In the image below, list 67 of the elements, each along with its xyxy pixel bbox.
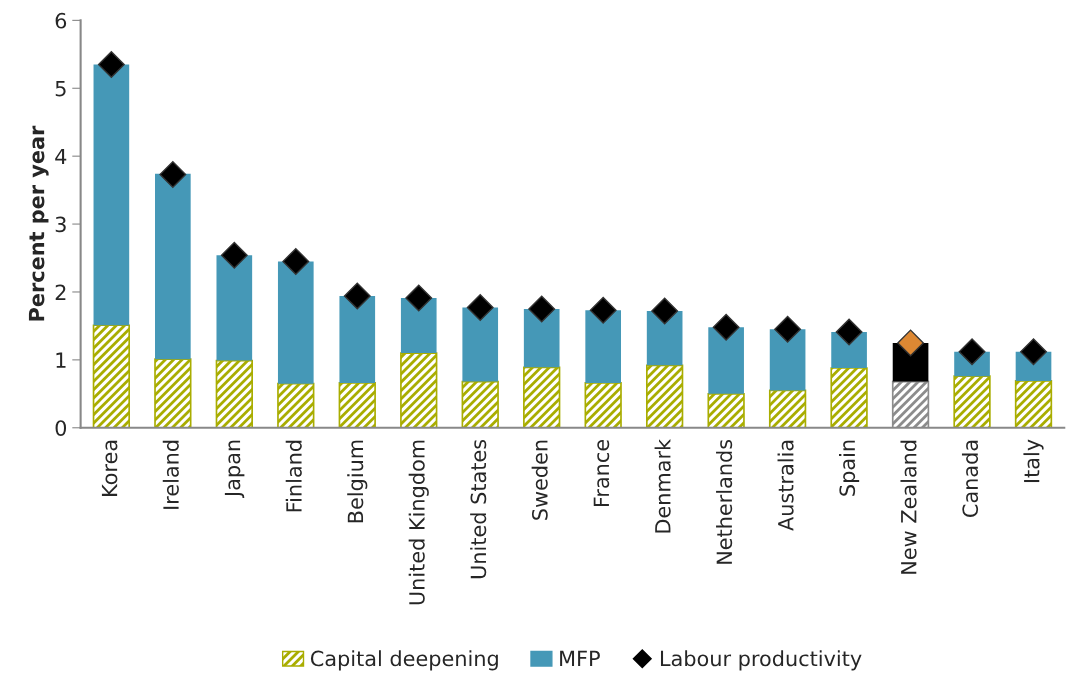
bar <box>523 366 561 428</box>
x-tick-label: Korea <box>101 440 118 496</box>
y-tick-label: 3 <box>55 216 66 233</box>
y-tick-label: 0 <box>55 420 67 436</box>
y-tick-label: 6 <box>55 12 67 29</box>
point <box>774 315 802 343</box>
point <box>97 51 125 78</box>
bar <box>953 375 991 428</box>
bar <box>215 359 253 428</box>
y-tick-label: 1 <box>56 352 66 368</box>
bar <box>277 382 315 428</box>
y-tick-label: 5 <box>55 81 66 97</box>
bar <box>93 64 130 326</box>
x-tick-label: Netherlands <box>716 439 733 564</box>
x-tick-label: Australia <box>777 440 794 531</box>
bar <box>707 392 745 428</box>
point <box>958 338 986 366</box>
point <box>159 161 187 188</box>
x-tick-label: Sweden <box>531 440 548 520</box>
y-axis-title: Percent per year <box>28 125 49 321</box>
x-tick-label: Belgium <box>347 440 368 523</box>
bar <box>400 298 437 354</box>
legend-label: Capital deepening <box>310 650 498 671</box>
bar <box>523 308 560 368</box>
point <box>528 295 556 323</box>
bar <box>830 367 868 428</box>
y-tick-label: 4 <box>55 148 67 165</box>
bar <box>585 310 621 383</box>
point <box>220 241 248 269</box>
bar <box>645 364 684 428</box>
point <box>835 318 863 346</box>
bar <box>277 261 314 384</box>
point <box>712 313 740 341</box>
point <box>466 294 494 322</box>
bar <box>154 358 192 428</box>
bar <box>338 382 376 428</box>
legend-label: Labour productivity <box>660 650 862 671</box>
point <box>405 284 433 312</box>
x-tick-label: United States <box>470 439 487 579</box>
bar <box>400 352 438 428</box>
bar <box>155 173 191 360</box>
point <box>589 296 617 324</box>
bar <box>768 389 807 428</box>
legend-label: MFP <box>560 650 600 667</box>
bar <box>462 307 499 382</box>
bar <box>216 255 253 361</box>
x-tick-label: Canada <box>961 440 979 517</box>
point <box>343 282 371 310</box>
bar <box>708 327 744 394</box>
bar <box>461 380 499 428</box>
bar <box>339 296 376 383</box>
y-tick-label: 2 <box>55 284 66 300</box>
point <box>282 247 310 275</box>
x-tick-label: New Zealand <box>900 440 917 574</box>
x-tick-label: Italy <box>1023 439 1044 483</box>
point <box>651 297 679 325</box>
x-tick-label: Japan <box>224 440 245 499</box>
x-tick-label: Denmark <box>654 438 671 533</box>
point <box>897 329 925 357</box>
bar <box>584 382 622 428</box>
x-tick-label: Spain <box>839 440 860 496</box>
x-tick-label: France <box>593 439 610 507</box>
bar <box>1014 380 1053 428</box>
x-tick-label: United Kingdom <box>408 440 429 605</box>
bar <box>92 324 131 428</box>
x-tick-label: Finland <box>285 440 302 512</box>
x-tick-label: Ireland <box>162 440 179 509</box>
